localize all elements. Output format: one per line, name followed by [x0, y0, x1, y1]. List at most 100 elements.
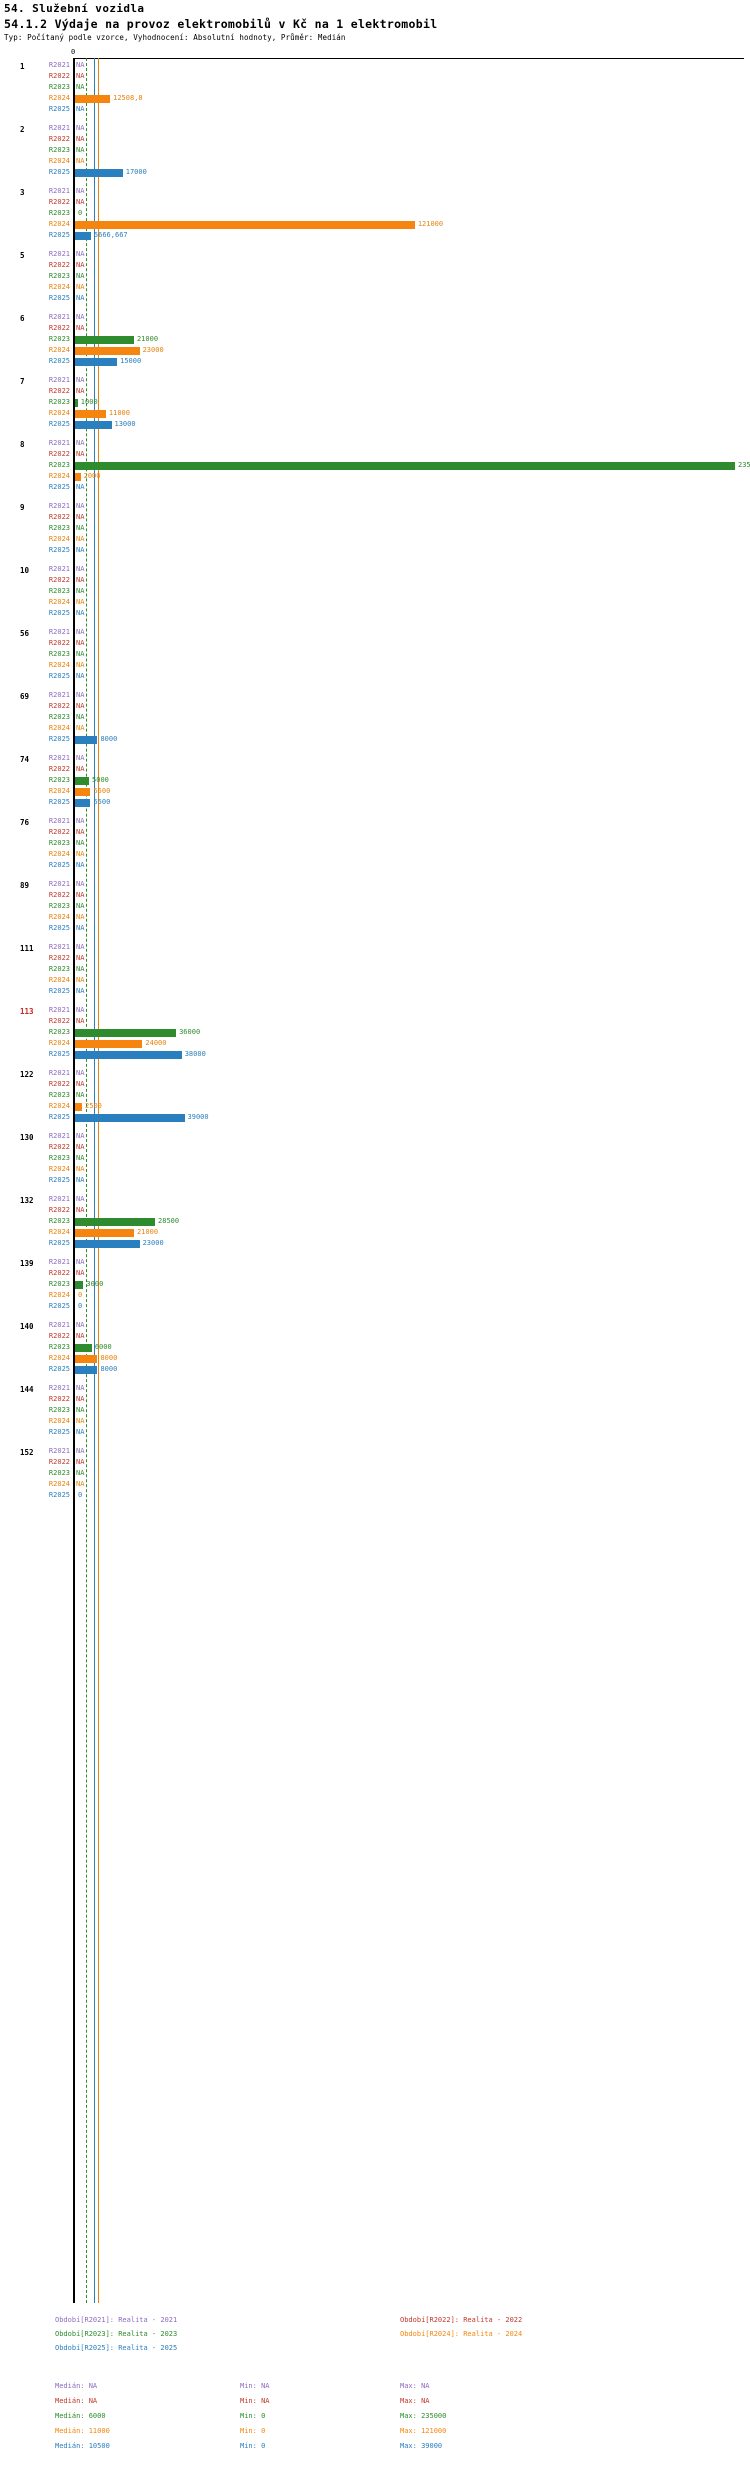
bar-row[interactable]: R2021 NA — [0, 690, 750, 701]
value-bar[interactable] — [75, 788, 91, 796]
bar-row[interactable]: R2025 NA — [0, 608, 750, 619]
bar-row[interactable]: R2022 NA — [0, 638, 750, 649]
bar-row[interactable]: R2025 39000 — [0, 1112, 750, 1123]
bar-row[interactable]: R2023 235000 — [0, 460, 750, 471]
bar-row[interactable]: R2024 8000 — [0, 1353, 750, 1364]
bar-row[interactable]: R2025 NA — [0, 860, 750, 871]
bar-row[interactable]: R2021 NA — [0, 1320, 750, 1331]
bar-row[interactable]: R2024 NA — [0, 1479, 750, 1490]
bar-row[interactable]: R2021 NA — [0, 1194, 750, 1205]
bar-row[interactable]: R2024 24000 — [0, 1038, 750, 1049]
value-bar[interactable] — [75, 799, 91, 807]
bar-row[interactable]: R2025 8000 — [0, 734, 750, 745]
bar-row[interactable]: R2021 NA — [0, 816, 750, 827]
bar-row[interactable]: R2023 NA — [0, 1090, 750, 1101]
bar-row[interactable]: R2023 NA — [0, 838, 750, 849]
bar-row[interactable]: R2024 NA — [0, 849, 750, 860]
bar-row[interactable]: R2022 NA — [0, 890, 750, 901]
bar-row[interactable]: R2024 121000 — [0, 219, 750, 230]
bar-row[interactable]: R2024 NA — [0, 534, 750, 545]
bar-row[interactable]: R2022 NA — [0, 1205, 750, 1216]
bar-row[interactable]: R2021 NA — [0, 312, 750, 323]
bar-row[interactable]: R2021 NA — [0, 627, 750, 638]
bar-row[interactable]: R2022 NA — [0, 449, 750, 460]
bar-row[interactable]: R2024 NA — [0, 912, 750, 923]
value-bar[interactable] — [75, 169, 123, 177]
bar-row[interactable]: R2023 NA — [0, 145, 750, 156]
value-bar[interactable] — [75, 1114, 185, 1122]
bar-row[interactable]: R2024 12508,8 — [0, 93, 750, 104]
bar-row[interactable]: R2022 NA — [0, 512, 750, 523]
bar-row[interactable]: R2024 2500 — [0, 1101, 750, 1112]
bar-row[interactable]: R2023 NA — [0, 964, 750, 975]
bar-row[interactable]: R2025 NA — [0, 986, 750, 997]
value-bar[interactable] — [75, 1366, 98, 1374]
bar-row[interactable]: R2023 NA — [0, 586, 750, 597]
bar-row[interactable]: R2025 0 — [0, 1490, 750, 1501]
value-bar[interactable] — [75, 1051, 182, 1059]
bar-row[interactable]: R2023 1000 — [0, 397, 750, 408]
bar-row[interactable]: R2024 21000 — [0, 1227, 750, 1238]
bar-row[interactable]: R2025 17000 — [0, 167, 750, 178]
bar-row[interactable]: R2022 NA — [0, 764, 750, 775]
legend-item-r2021[interactable]: Období[R2021]: Realita - 2021 — [55, 2316, 178, 2324]
bar-row[interactable]: R2023 NA — [0, 523, 750, 534]
legend-item-r2024[interactable]: Období[R2024]: Realita - 2024 — [400, 2330, 523, 2338]
value-bar[interactable] — [75, 1355, 98, 1363]
value-bar[interactable] — [75, 1229, 134, 1237]
bar-row[interactable]: R2024 NA — [0, 597, 750, 608]
value-bar[interactable] — [75, 347, 140, 355]
value-bar[interactable] — [75, 95, 111, 103]
bar-row[interactable]: R2021 NA — [0, 879, 750, 890]
bar-row[interactable]: R2023 3000 — [0, 1279, 750, 1290]
bar-row[interactable]: R2024 0 — [0, 1290, 750, 1301]
bar-row[interactable]: R2025 NA — [0, 104, 750, 115]
bar-row[interactable]: R2022 NA — [0, 71, 750, 82]
value-bar[interactable] — [75, 1240, 140, 1248]
value-bar[interactable] — [75, 473, 81, 481]
bar-row[interactable]: R2023 6000 — [0, 1342, 750, 1353]
bar-row[interactable]: R2023 NA — [0, 271, 750, 282]
bar-row[interactable]: R2025 NA — [0, 545, 750, 556]
bar-row[interactable]: R2022 NA — [0, 953, 750, 964]
bar-row[interactable]: R2024 NA — [0, 723, 750, 734]
bar-row[interactable]: R2022 NA — [0, 1457, 750, 1468]
bar-row[interactable]: R2022 NA — [0, 701, 750, 712]
value-bar[interactable] — [75, 232, 91, 240]
legend-item-r2022[interactable]: Období[R2022]: Realita - 2022 — [400, 2316, 523, 2324]
bar-row[interactable]: R2021 NA — [0, 564, 750, 575]
bar-row[interactable]: R2025 NA — [0, 1427, 750, 1438]
bar-row[interactable]: R2023 NA — [0, 712, 750, 723]
bar-row[interactable]: R2022 NA — [0, 260, 750, 271]
value-bar[interactable] — [75, 221, 415, 229]
bar-row[interactable]: R2024 NA — [0, 660, 750, 671]
bar-row[interactable]: R2022 NA — [0, 1079, 750, 1090]
legend-item-r2025[interactable]: Období[R2025]: Realita - 2025 — [55, 2344, 178, 2352]
bar-row[interactable]: R2025 38000 — [0, 1049, 750, 1060]
bar-row[interactable]: R2025 5500 — [0, 797, 750, 808]
bar-row[interactable]: R2021 NA — [0, 942, 750, 953]
value-bar[interactable] — [75, 1281, 84, 1289]
bar-row[interactable]: R2021 NA — [0, 1005, 750, 1016]
bar-row[interactable]: R2025 5666,667 — [0, 230, 750, 241]
bar-row[interactable]: R2021 NA — [0, 1068, 750, 1079]
bar-row[interactable]: R2023 NA — [0, 1153, 750, 1164]
value-bar[interactable] — [75, 1344, 92, 1352]
bar-row[interactable]: R2024 NA — [0, 282, 750, 293]
bar-row[interactable]: R2024 NA — [0, 1416, 750, 1427]
bar-row[interactable]: R2021 NA — [0, 438, 750, 449]
bar-row[interactable]: R2023 NA — [0, 1405, 750, 1416]
bar-row[interactable]: R2025 NA — [0, 1175, 750, 1186]
bar-row[interactable]: R2025 NA — [0, 482, 750, 493]
value-bar[interactable] — [75, 410, 106, 418]
bar-row[interactable]: R2022 NA — [0, 827, 750, 838]
bar-row[interactable]: R2024 2000 — [0, 471, 750, 482]
bar-row[interactable]: R2023 36000 — [0, 1027, 750, 1038]
value-bar[interactable] — [75, 399, 78, 407]
bar-row[interactable]: R2022 NA — [0, 323, 750, 334]
value-bar[interactable] — [75, 1103, 83, 1111]
bar-row[interactable]: R2023 NA — [0, 1468, 750, 1479]
bar-row[interactable]: R2024 NA — [0, 975, 750, 986]
bar-row[interactable]: R2025 23000 — [0, 1238, 750, 1249]
bar-row[interactable]: R2025 NA — [0, 293, 750, 304]
